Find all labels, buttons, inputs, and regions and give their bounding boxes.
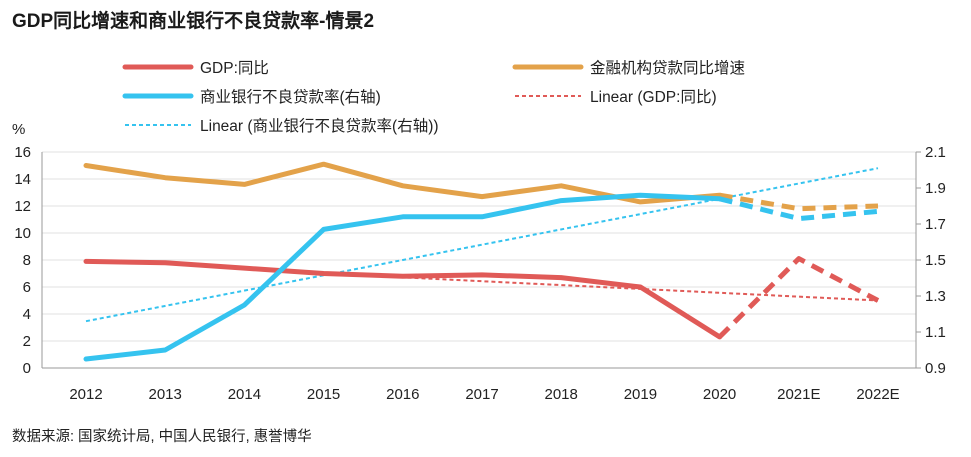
series-line-gdp xyxy=(83,258,723,340)
y-left-tick-label: 4 xyxy=(23,306,31,323)
y-right-tick-label: 1.5 xyxy=(925,252,946,269)
y-right-tick-label: 2.1 xyxy=(925,144,946,161)
x-tick-label: 2013 xyxy=(149,386,182,403)
x-tick-label: 2022E xyxy=(856,386,899,403)
y-left-tick-label: 14 xyxy=(14,171,31,188)
legend-label: 商业银行不良贷款率(右轴) xyxy=(200,88,381,106)
y-left-tick-label: 2 xyxy=(23,333,31,350)
x-tick-label: 2018 xyxy=(545,386,578,403)
legend-label: 金融机构贷款同比增速 xyxy=(590,59,745,77)
series-forecast-line-loan-growth xyxy=(719,192,879,212)
y-left-tick-label: 6 xyxy=(23,279,31,296)
y-left-tick-label: 0 xyxy=(23,360,31,377)
chart-title: GDP同比增速和商业银行不良贷款率-情景2 xyxy=(12,11,375,32)
trend-line-npl xyxy=(85,167,879,323)
y-left-tick-label: 8 xyxy=(23,252,31,269)
legend-label: Linear (GDP:同比) xyxy=(590,88,717,106)
y-right-tick-label: 0.9 xyxy=(925,360,946,377)
x-tick-label: 2021E xyxy=(777,386,820,403)
source-note: 数据来源: 国家统计局, 中国人民银行, 惠誉博华 xyxy=(12,429,312,445)
legend-label: GDP:同比 xyxy=(200,59,269,77)
x-tick-label: 2019 xyxy=(624,386,657,403)
y-right-tick-label: 1.3 xyxy=(925,288,946,305)
y-right-tick-label: 1.1 xyxy=(925,324,946,341)
y-left-unit-label: % xyxy=(12,121,25,138)
y-right-tick-label: 1.9 xyxy=(925,180,946,197)
series-forecast-line-npl-ratio xyxy=(718,196,879,222)
y-left-tick-label: 10 xyxy=(14,225,31,242)
x-tick-label: 2012 xyxy=(69,386,102,403)
y-right-tick-label: 1.7 xyxy=(925,216,946,233)
x-tick-label: 2017 xyxy=(465,386,498,403)
series-line-npl-ratio xyxy=(83,192,723,362)
series-forecast-line-gdp xyxy=(717,256,880,339)
x-tick-label: 2014 xyxy=(228,386,261,403)
legend-label: Linear (商业银行不良贷款率(右轴)) xyxy=(200,117,439,135)
x-tick-label: 2016 xyxy=(386,386,419,403)
x-tick-label: 2015 xyxy=(307,386,340,403)
y-left-tick-label: 16 xyxy=(14,144,31,161)
y-left-tick-label: 12 xyxy=(14,198,31,215)
x-tick-label: 2020 xyxy=(703,386,736,403)
